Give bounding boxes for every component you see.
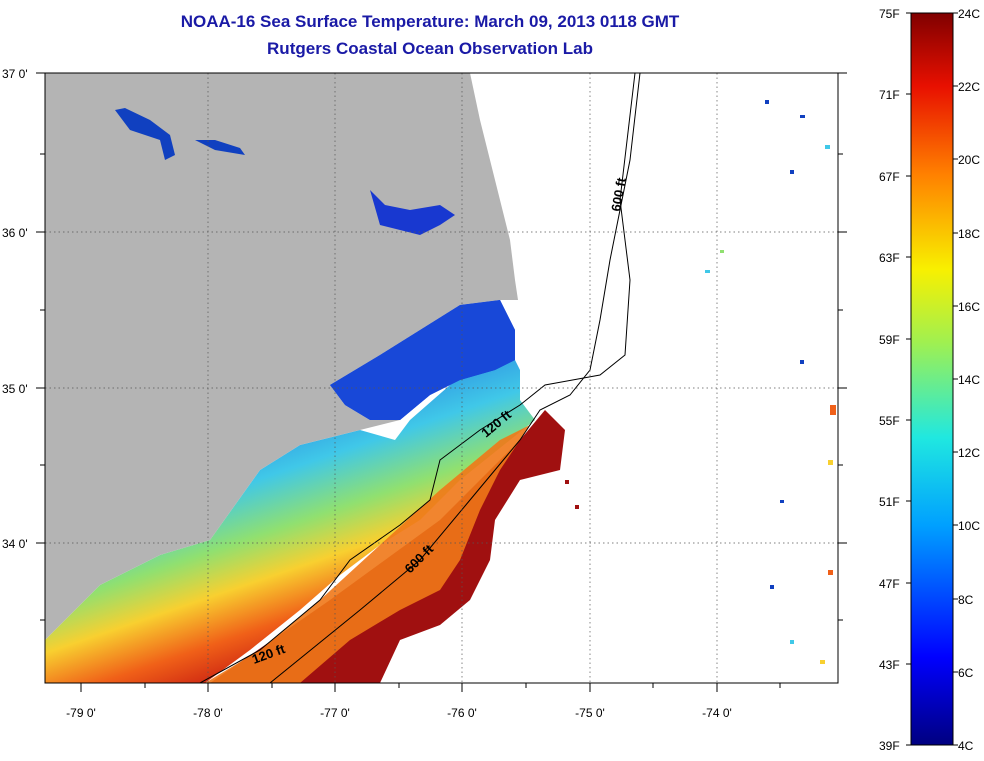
sound-icon-south bbox=[330, 300, 515, 420]
lake-icon bbox=[115, 108, 245, 160]
colorbar-c-label: 10C bbox=[958, 519, 980, 533]
lon-ticks bbox=[80, 683, 781, 692]
colorbar-f-label: 55F bbox=[879, 414, 900, 428]
colorbar-c-label: 22C bbox=[958, 80, 980, 94]
lon-label-74: -74 0' bbox=[702, 706, 732, 720]
colorbar-f-label: 43F bbox=[879, 658, 900, 672]
colorbar-ticks bbox=[906, 12, 958, 746]
lon-label-75: -75 0' bbox=[575, 706, 605, 720]
colorbar-f-label: 59F bbox=[879, 333, 900, 347]
lat-label-37: 37 0' bbox=[2, 67, 28, 81]
colorbar-f-label: 51F bbox=[879, 495, 900, 509]
colorbar-f-label: 75F bbox=[879, 7, 900, 21]
colorbar-f-label: 71F bbox=[879, 88, 900, 102]
map-frame bbox=[44, 72, 839, 684]
lat-label-35: 35 0' bbox=[2, 382, 28, 396]
colorbar-c-label: 16C bbox=[958, 300, 980, 314]
colorbar-c-label: 4C bbox=[958, 739, 974, 753]
colorbar-c-label: 12C bbox=[958, 446, 980, 460]
colorbar-c-label: 20C bbox=[958, 153, 980, 167]
colorbar-c-label: 6C bbox=[958, 666, 974, 680]
contour-label-600-north: 600 ft bbox=[608, 176, 629, 213]
colorbar-c-label: 14C bbox=[958, 373, 980, 387]
cloud-gap-speckles bbox=[550, 100, 836, 664]
colorbar bbox=[910, 12, 954, 746]
colorbar-f-label: 63F bbox=[879, 251, 900, 265]
lon-label-76: -76 0' bbox=[447, 706, 477, 720]
colorbar-f-label: 67F bbox=[879, 170, 900, 184]
lat-label-34: 34 0' bbox=[2, 537, 28, 551]
colorbar-c-label: 18C bbox=[958, 227, 980, 241]
gulf-stream-warm-band bbox=[210, 410, 565, 683]
sst-warm-front bbox=[205, 425, 530, 683]
sst-shelf-water bbox=[45, 350, 535, 683]
map-subtitle: Rutgers Coastal Ocean Observation Lab bbox=[267, 39, 593, 58]
lat-ticks bbox=[36, 72, 847, 621]
colorbar-c-label: 24C bbox=[958, 7, 980, 21]
colorbar-f-label: 39F bbox=[879, 739, 900, 753]
graticule bbox=[45, 73, 838, 683]
lat-label-36: 36 0' bbox=[2, 226, 28, 240]
contour-600ft bbox=[269, 73, 641, 683]
lon-label-79: -79 0' bbox=[66, 706, 96, 720]
contour-120ft bbox=[199, 73, 636, 683]
map-title: NOAA-16 Sea Surface Temperature: March 0… bbox=[180, 12, 680, 31]
colorbar-f-label: 47F bbox=[879, 577, 900, 591]
colorbar-c-label: 8C bbox=[958, 593, 974, 607]
lon-label-77: -77 0' bbox=[320, 706, 350, 720]
lon-label-78: -78 0' bbox=[193, 706, 223, 720]
sound-icon bbox=[370, 190, 455, 235]
